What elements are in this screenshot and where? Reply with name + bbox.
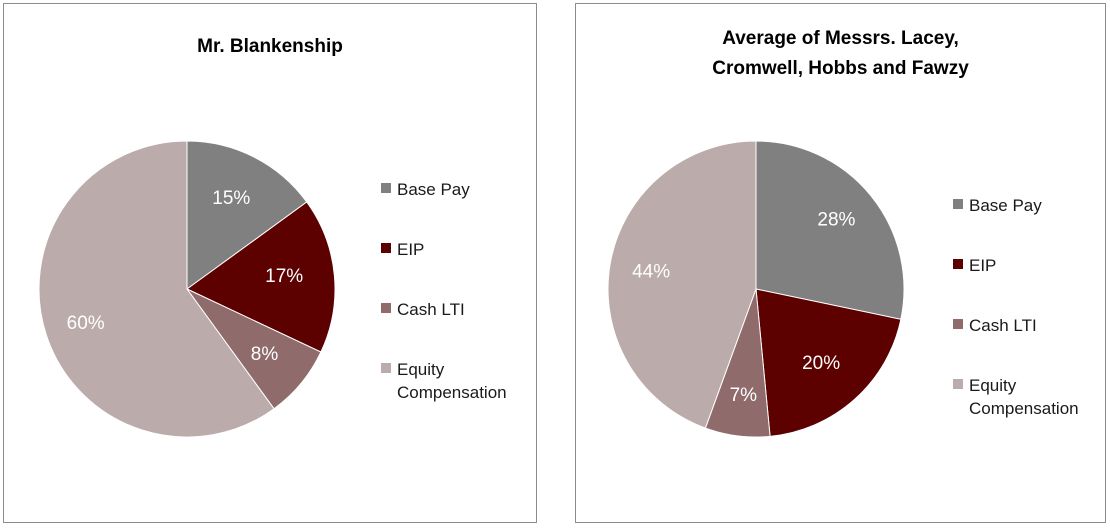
data-label-eip: 17% [265,266,303,287]
chart-title-line: Cromwell, Hobbs and Fawzy [712,58,969,79]
legend-label: Cash LTI [969,316,1037,335]
legend-swatch [381,183,391,193]
legend-swatch [953,379,963,389]
legend-swatch [953,259,963,269]
legend-label-line: Equity [969,376,1017,395]
legend-label-line: Compensation [397,383,507,402]
legend-label: EIP [969,256,997,275]
legend-label: Base Pay [397,180,470,199]
legend-label: EIP [397,240,425,259]
legend-swatch [381,363,391,373]
pie-chart: 15% 17% 8% 60% [38,140,336,438]
data-label-cash-lti: 8% [251,344,279,365]
data-label-cash-lti: 7% [730,385,758,406]
pie-slice-eip [755,288,902,437]
legend-label: Base Pay [969,196,1042,215]
pie-slice-equity-compensation [38,140,275,438]
legend-swatch [953,199,963,209]
legend-swatch [381,243,391,253]
data-label-equity-compensation: 60% [67,313,105,334]
pie-slice-base-pay [755,140,905,320]
chart-title-line: Mr. Blankenship [197,36,343,57]
pie-slice-base-pay [186,140,308,290]
legend-label-line: Equity [397,360,445,379]
legend-label: Equity Compensation [397,358,507,404]
chart-panel-average: Average of Messrs. Lacey, Cromwell, Hobb… [575,3,1106,523]
chart-panel-blankenship: Mr. Blankenship 15% 17% 8% 60% Base Pay EIP… [3,3,537,523]
pie-chart: 28% 20% 7% 44% [607,140,905,438]
data-label-equity-compensation: 44% [632,262,670,283]
chart-title: Average of Messrs. Lacey, Cromwell, Hobb… [576,24,1105,84]
pie-slice-equity-compensation [607,140,757,429]
data-label-base-pay: 15% [212,188,250,209]
data-label-base-pay: 28% [817,210,855,231]
legend-label: Cash LTI [397,300,465,319]
legend-label-line: Compensation [969,399,1079,418]
legend-swatch [381,303,391,313]
legend-label: Equity Compensation [969,374,1079,420]
data-label-eip: 20% [802,353,840,374]
pie-slice-eip [186,201,336,353]
chart-title: Mr. Blankenship [4,32,536,62]
legend-swatch [953,319,963,329]
chart-title-line: Average of Messrs. Lacey, [722,28,959,49]
